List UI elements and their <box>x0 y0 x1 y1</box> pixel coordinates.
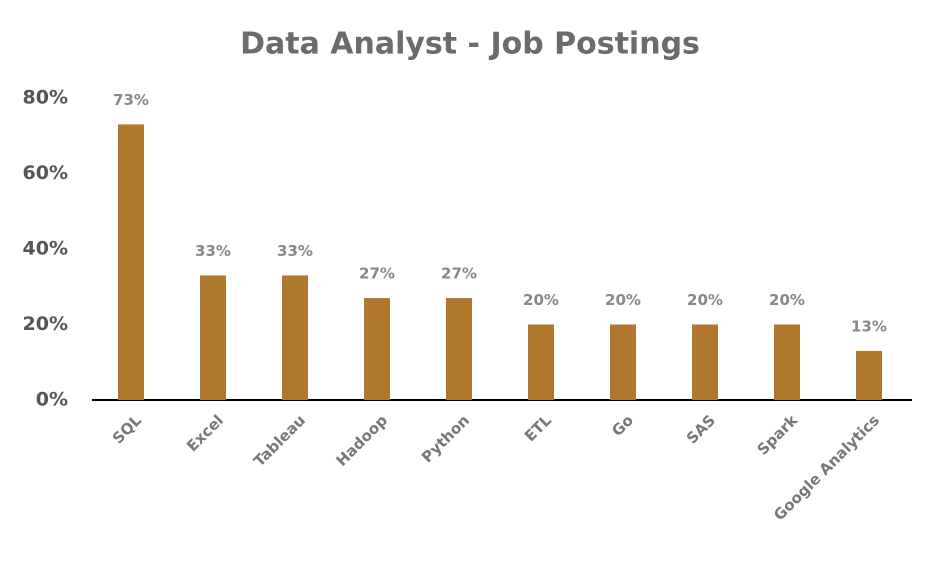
value-label: 20% <box>769 291 805 309</box>
value-label: 20% <box>605 291 641 309</box>
bar <box>692 324 718 400</box>
chart-title: Data Analyst - Job Postings <box>240 27 700 62</box>
x-tick-label: Spark <box>754 411 802 459</box>
x-tick-label: Hadoop <box>332 411 391 470</box>
x-tick-label: Excel <box>183 411 227 455</box>
y-tick-label: 40% <box>23 238 68 260</box>
y-tick-label: 0% <box>36 389 68 411</box>
value-label: 27% <box>441 265 477 283</box>
value-label: 33% <box>195 242 231 260</box>
x-tick-label: ETL <box>521 411 555 445</box>
value-label: 73% <box>113 91 149 109</box>
x-tick-label: Go <box>608 411 637 440</box>
y-tick-label: 60% <box>23 162 68 184</box>
bar <box>282 275 308 400</box>
x-tick-label: SAS <box>683 411 719 447</box>
value-label: 13% <box>851 317 887 335</box>
bar <box>118 124 144 401</box>
x-tick-label: Tableau <box>250 411 309 470</box>
bar <box>774 324 800 400</box>
bar <box>364 298 390 400</box>
value-label: 33% <box>277 242 313 260</box>
value-label: 20% <box>687 291 723 309</box>
bar <box>528 324 554 400</box>
x-tick-label: Python <box>418 411 473 466</box>
bar <box>446 298 472 400</box>
y-tick-label: 80% <box>23 87 68 109</box>
bar <box>610 324 636 400</box>
value-label: 20% <box>523 291 559 309</box>
x-tick-label: SQL <box>109 411 145 447</box>
bar <box>856 350 882 400</box>
bar <box>200 275 226 400</box>
y-tick-label: 20% <box>23 313 68 335</box>
value-label: 27% <box>359 265 395 283</box>
